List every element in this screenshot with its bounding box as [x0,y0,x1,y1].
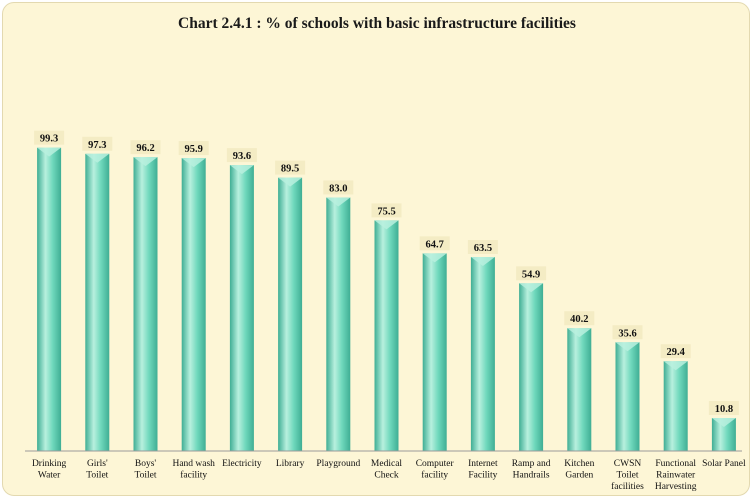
data-label-box [226,148,257,163]
chart-title: Chart 2.4.1 : % of schools with basic in… [178,15,576,32]
data-label: 75.5 [377,206,395,217]
category-tick-label: Electricity [222,459,262,469]
data-label: 89.5 [281,164,299,175]
bar-cap [229,165,254,175]
data-label-box [660,344,691,359]
category-tick-label: Ramp and Handrails [512,459,551,481]
data-label: 93.6 [233,151,251,162]
category-tick-label: Solar Panel [702,459,746,469]
bar-cap [85,153,110,163]
data-label: 99.3 [40,134,58,145]
category-tick-label: Girls' Toilet [86,459,108,481]
bar [567,328,592,451]
data-label-box [516,266,547,281]
bar-cap [374,220,399,230]
bar [37,147,62,451]
category-tick-label: Functional Rainwater Harvesting [655,459,697,492]
data-label: 10.8 [715,404,733,415]
data-label-box [708,401,739,416]
bar-cap [567,328,592,338]
bar [470,257,495,451]
data-label-box [419,236,450,251]
category-tick-label: Playground [316,459,360,469]
data-label-box [34,130,65,145]
data-label-box [467,240,498,255]
data-label: 64.7 [426,239,444,250]
bar [519,283,544,451]
data-label: 35.6 [618,328,636,339]
data-label-box [323,180,354,195]
bar [422,253,447,451]
data-label: 96.2 [136,143,154,154]
bar [229,165,254,451]
data-label: 97.3 [88,140,106,151]
bar-cap [470,257,495,267]
bar [133,157,158,452]
bar-cap [133,157,158,167]
category-tick-label: Library [276,459,305,469]
bar-cap [37,147,62,157]
data-label-box [564,311,595,326]
data-label: 95.9 [185,144,203,155]
data-label: 83.0 [329,183,347,194]
category-tick-label: CWSN Toilet facilities [611,459,644,492]
category-tick-label: Boys' Toilet [134,459,156,481]
bar-cap [278,177,303,187]
bar-cap [326,197,351,207]
data-label-box [130,140,161,155]
data-label: 40.2 [570,314,588,325]
category-tick-label: Medical Check [371,459,402,481]
category-tick-label: Hand wash facility [172,459,215,481]
bar [663,361,688,451]
data-label: 29.4 [667,347,686,358]
bar-cap [711,418,736,428]
bar-cap [181,158,206,168]
data-label: 63.5 [474,243,492,254]
category-tick-label: Drinking Water [32,459,67,481]
data-label: 54.9 [522,269,540,280]
data-label-box [82,136,113,151]
bar [615,342,640,451]
category-tick-label: Internet Facility [468,459,498,481]
bar [326,197,351,451]
bar-cap [519,283,544,293]
bar-cap [422,253,447,263]
bar [181,158,206,451]
bar-chart: 99.3 Drinking Water 97.3 Girls' Toilet 96.2 Boy… [25,130,746,492]
data-label-box [612,325,643,340]
category-tick-label: Computer facility [416,459,455,481]
bar [85,153,110,451]
category-tick-label: Kitchen Garden [564,459,594,481]
bar [374,220,399,451]
data-label-box [275,160,306,175]
bar-cap [615,342,640,352]
bar [278,177,303,452]
data-label-box [178,141,209,156]
data-label-box [371,203,402,218]
bar-cap [663,361,688,371]
